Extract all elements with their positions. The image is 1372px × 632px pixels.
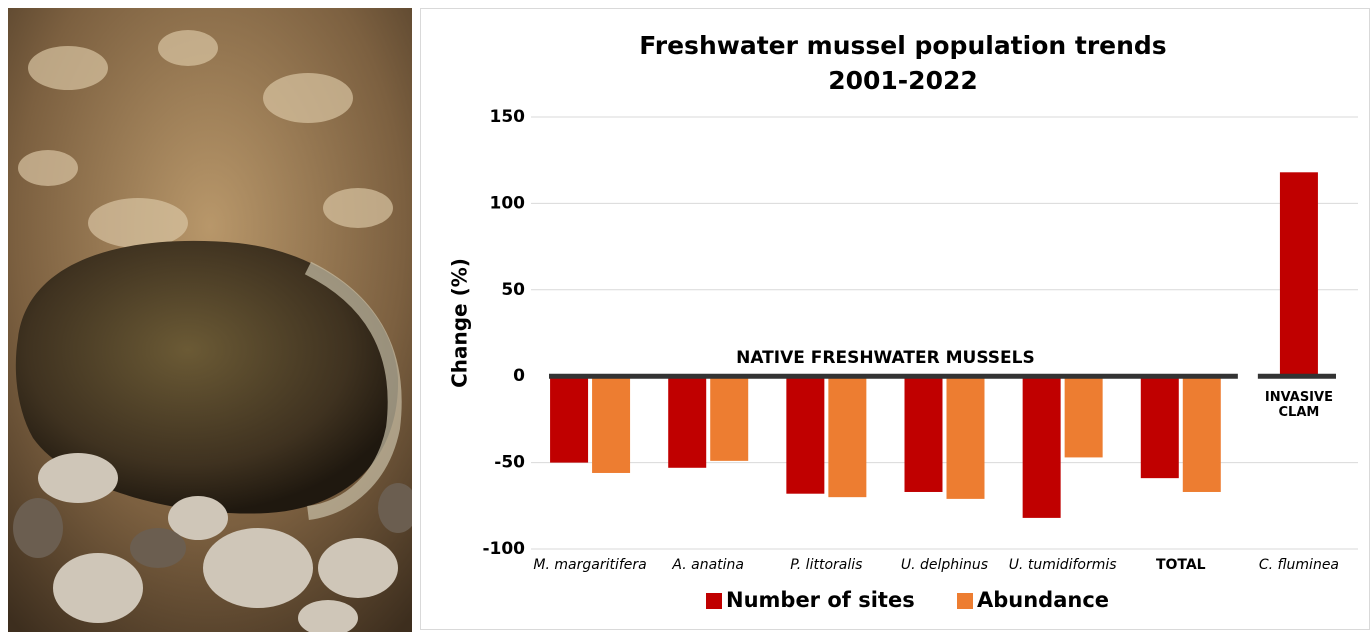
chart-panel: Freshwater mussel population trends 2001… — [420, 8, 1370, 630]
y-tick-label: 0 — [513, 366, 525, 386]
chart-subtitle: 2001-2022 — [828, 66, 978, 95]
legend-label: Abundance — [977, 588, 1109, 612]
bar — [668, 376, 706, 468]
photo — [8, 8, 412, 632]
bar — [550, 376, 588, 462]
bar — [1183, 376, 1221, 492]
bar — [947, 376, 985, 499]
legend-swatch — [706, 593, 722, 609]
bar — [592, 376, 630, 473]
legend-swatch — [957, 593, 973, 609]
y-tick-label: -50 — [494, 453, 525, 473]
page: Freshwater mussel population trends 2001… — [0, 0, 1372, 632]
y-tick-label: 150 — [490, 107, 526, 127]
x-tick-label: U. delphinus — [901, 557, 988, 573]
x-tick-label: U. tumidiformis — [1009, 557, 1117, 573]
x-tick-label: M. margaritifera — [533, 557, 646, 573]
chart-title: Freshwater mussel population trends — [639, 31, 1166, 60]
annotation: NATIVE FRESHWATER MUSSELS — [736, 348, 1035, 368]
y-tick-label: 50 — [501, 280, 525, 300]
x-tick-label: P. littoralis — [790, 557, 862, 573]
chart: Freshwater mussel population trends 2001… — [421, 9, 1369, 629]
bar — [828, 376, 866, 497]
bar — [710, 376, 748, 461]
bar — [1280, 172, 1318, 376]
bar — [786, 376, 824, 494]
y-axis-label: Change (%) — [448, 258, 472, 388]
x-tick-label: A. anatina — [671, 557, 744, 573]
annotation: INVASIVE CLAM — [1259, 390, 1339, 420]
y-tick-label: 100 — [490, 193, 526, 213]
bar — [905, 376, 943, 492]
x-tick-label: C. fluminea — [1259, 557, 1339, 573]
legend-label: Number of sites — [726, 588, 915, 612]
bar — [1023, 376, 1061, 518]
y-tick-label: -100 — [482, 539, 525, 559]
x-tick-label: TOTAL — [1156, 557, 1206, 573]
bar — [1065, 376, 1103, 457]
bar — [1141, 376, 1179, 478]
